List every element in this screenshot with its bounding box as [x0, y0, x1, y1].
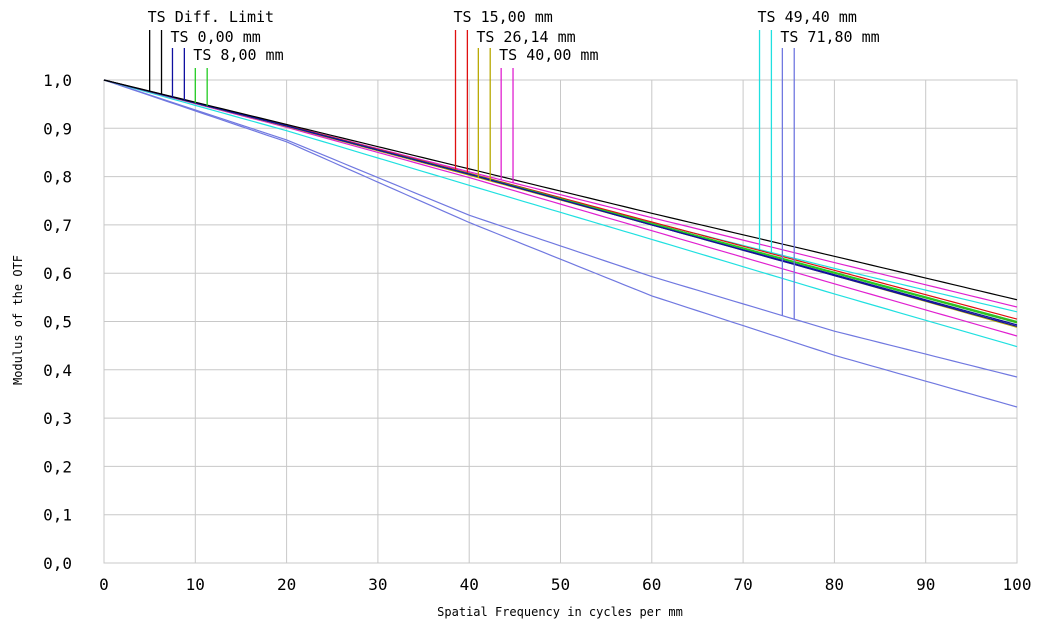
series-line	[103, 79, 1018, 327]
x-axis-title: Spatial Frequency in cycles per mm	[437, 605, 683, 619]
legend-label: TS 40,00 mm	[499, 46, 598, 64]
legend-label: TS 15,00 mm	[454, 8, 553, 26]
y-tick-label: 0,1	[43, 506, 72, 525]
x-tick-label: 90	[916, 575, 935, 594]
x-tick-label: 0	[99, 575, 109, 594]
x-tick-label: 60	[642, 575, 661, 594]
x-tick-label: 30	[368, 575, 387, 594]
y-tick-label: 0,5	[43, 313, 72, 332]
y-tick-label: 0,2	[43, 457, 72, 476]
series-line	[103, 79, 1018, 337]
legend-label: TS 26,14 mm	[476, 28, 575, 46]
x-tick-label: 70	[733, 575, 752, 594]
series-line	[103, 79, 1018, 348]
y-tick-label: 0,8	[43, 168, 72, 187]
y-tick-label: 1,0	[43, 71, 72, 90]
series-line	[103, 79, 1018, 301]
y-axis-title: Modulus of the OTF	[11, 255, 25, 385]
legend-label: TS 71,80 mm	[780, 28, 879, 46]
series-line	[103, 79, 1018, 378]
legend-label: TS Diff. Limit	[148, 8, 274, 26]
y-tick-label: 0,4	[43, 361, 72, 380]
series-layer	[103, 79, 1018, 408]
legend-label: TS 49,40 mm	[758, 8, 857, 26]
legend-label: TS 8,00 mm	[193, 46, 283, 64]
x-tick-label: 20	[277, 575, 296, 594]
tick-labels: 0 10 20 30 40 50 60 70 80 90 100 0,0 0,1 0,2 0,3 0,4 0,5…	[43, 71, 1031, 594]
y-tick-label: 0,6	[43, 264, 72, 283]
x-tick-label: 40	[460, 575, 479, 594]
series-line	[103, 79, 1018, 408]
x-tick-label: 10	[186, 575, 205, 594]
y-tick-label: 0,0	[43, 554, 72, 573]
y-tick-label: 0,3	[43, 409, 72, 428]
x-tick-label: 100	[1003, 575, 1032, 594]
y-tick-label: 0,9	[43, 119, 72, 138]
legend-label: TS 0,00 mm	[170, 28, 260, 46]
x-tick-label: 80	[825, 575, 844, 594]
x-tick-label: 50	[551, 575, 570, 594]
y-tick-label: 0,7	[43, 216, 72, 235]
grid	[103, 79, 1018, 564]
legend-markers	[148, 30, 795, 320]
